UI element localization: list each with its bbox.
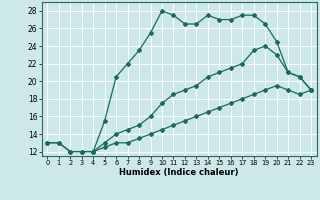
- X-axis label: Humidex (Indice chaleur): Humidex (Indice chaleur): [119, 168, 239, 177]
